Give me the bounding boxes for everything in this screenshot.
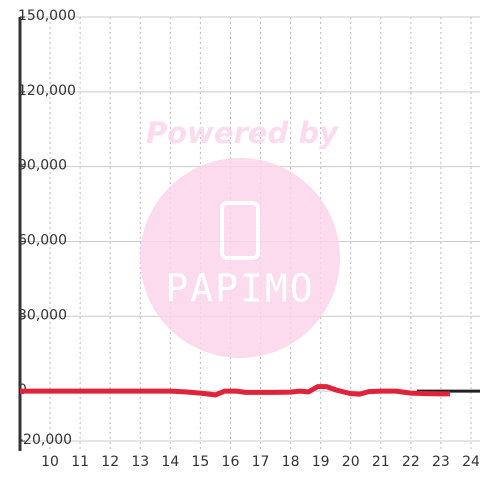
x-tick-label: 15 [191, 454, 209, 470]
watermark-top: Powered by [146, 116, 339, 150]
x-tick-label: 22 [402, 454, 420, 470]
x-tick-label: 24 [462, 454, 480, 470]
x-tick-label: 21 [372, 454, 390, 470]
x-tick-label: 17 [252, 454, 270, 470]
x-tick-label: 14 [161, 454, 179, 470]
series-line [20, 384, 450, 398]
x-tick-label: 18 [282, 454, 300, 470]
x-tick-label: 16 [222, 454, 240, 470]
x-tick-label: 10 [41, 454, 59, 470]
y-tick-label: 90,000 [18, 158, 67, 174]
x-tick-label: 23 [432, 454, 450, 470]
phone-icon [220, 201, 260, 260]
x-tick-label: 19 [312, 454, 330, 470]
x-tick-label: 12 [101, 454, 119, 470]
y-tick-label: 60,000 [18, 232, 67, 248]
x-tick-label: 20 [342, 454, 360, 470]
x-tick-label: 13 [131, 454, 149, 470]
y-tick-label: 150,000 [18, 8, 76, 24]
y-tick-label: 30,000 [18, 307, 67, 323]
watermark: Powered by PAPIMO [140, 116, 340, 358]
y-tick-label: 120,000 [18, 83, 76, 99]
x-tick-label: 11 [71, 454, 89, 470]
y-tick-label: -20,000 [18, 432, 72, 448]
watermark-logo: PAPIMO [165, 267, 314, 311]
